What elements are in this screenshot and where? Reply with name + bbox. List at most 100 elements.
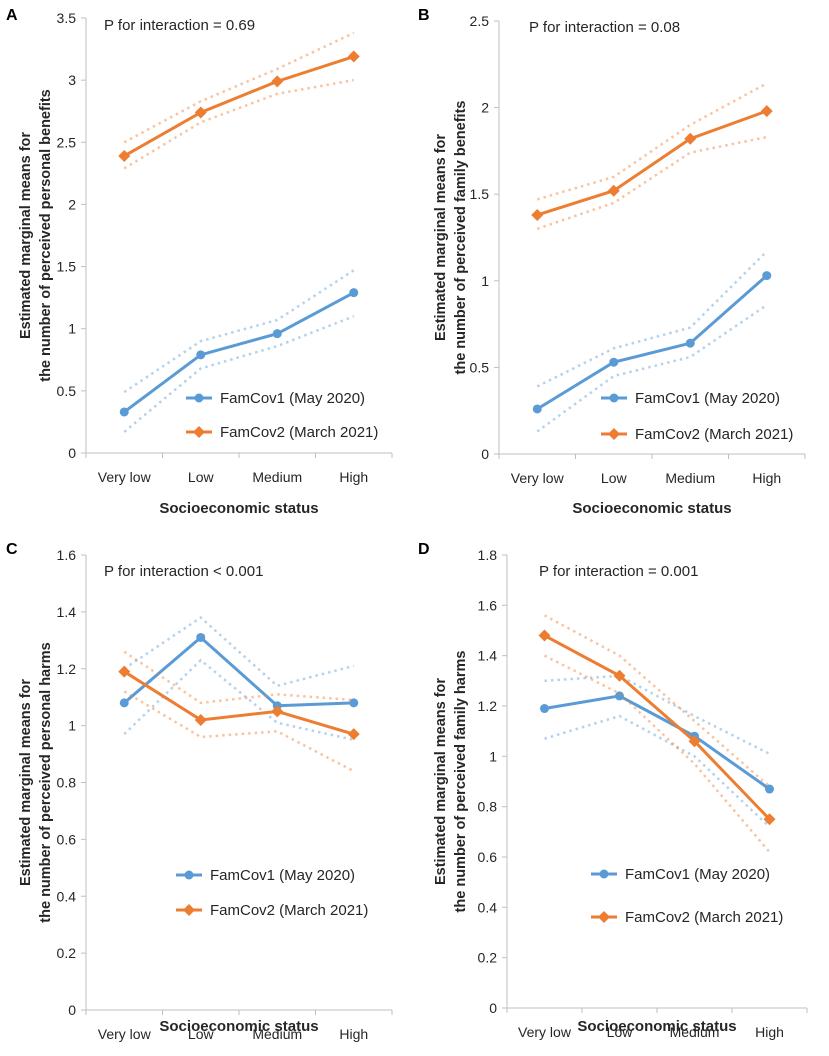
legend-entry-1: FamCov1 (May 2020) <box>176 867 355 884</box>
legend-marker <box>598 911 610 923</box>
y-tick-label: 1.4 <box>478 648 498 664</box>
data-point <box>271 75 284 88</box>
data-point <box>615 691 624 701</box>
data-point <box>118 149 131 162</box>
ci-lower-line <box>544 714 771 828</box>
x-axis-title: Socioeconomic status <box>577 1018 736 1035</box>
y-tick-label: 1.2 <box>57 661 77 677</box>
data-point <box>349 288 359 298</box>
x-tick-label: Medium <box>665 470 715 486</box>
data-point <box>347 50 360 63</box>
ci-upper-line <box>123 615 355 688</box>
x-axis-title: Socioeconomic status <box>159 1018 318 1035</box>
x-tick-label: High <box>339 469 368 485</box>
x-tick-label: Very low <box>511 470 565 486</box>
chart-c-svg: C 0 0.2 0.4 0.6 0.8 1 1.2 1.4 1.6 Very low Low Mediu… <box>6 541 393 1042</box>
legend-marker <box>194 393 204 403</box>
y-tick-label: 3.5 <box>57 10 77 26</box>
ci-upper-line <box>536 82 768 201</box>
y-axis-title-line1: Estimated marginal means for <box>18 132 34 339</box>
ci-upper-line <box>543 614 771 788</box>
ci-upper-line <box>123 31 355 144</box>
interaction-p-value: P for interaction = 0.08 <box>529 19 680 36</box>
y-tick-label: 1 <box>481 273 489 289</box>
x-axis-title: Socioeconomic status <box>572 500 731 517</box>
data-point <box>762 271 772 281</box>
interaction-p-value: P for interaction = 0.001 <box>539 563 698 580</box>
y-tick-label: 2 <box>68 196 76 212</box>
y-tick-label: 1.8 <box>478 547 498 563</box>
y-axis-title-line1: Estimated marginal means for <box>18 679 34 886</box>
series-2 <box>538 614 776 853</box>
y-tick-label: 0 <box>68 445 76 461</box>
ci-upper-line <box>544 674 771 755</box>
y-tick-label: 0.6 <box>57 831 77 847</box>
data-point <box>118 665 131 678</box>
y-tick-label: 0.4 <box>57 888 77 904</box>
y-tick-label: 1.2 <box>478 698 498 714</box>
data-point <box>531 208 544 221</box>
ci-upper-line <box>123 650 354 705</box>
legend-marker <box>183 904 195 916</box>
y-tick-label: 1 <box>68 718 76 734</box>
data-point <box>540 704 549 714</box>
data-point <box>272 329 282 339</box>
panel-label-d: D <box>418 541 430 558</box>
legend-label: FamCov1 (May 2020) <box>625 866 770 883</box>
data-point <box>194 713 207 726</box>
series-1 <box>532 250 772 433</box>
y-tick-label: 1.4 <box>57 604 77 620</box>
data-point <box>194 106 207 119</box>
y-tick-label: 0.8 <box>478 799 498 815</box>
y-axis-title-line2: the number of perceived personal benefit… <box>38 89 54 382</box>
series-line <box>536 274 768 411</box>
series-2 <box>531 82 773 231</box>
legend-label: FamCov2 (March 2021) <box>220 424 378 441</box>
y-tick-label: 1.6 <box>478 597 498 613</box>
legend-marker <box>599 869 609 879</box>
x-tick-label: Very low <box>98 1026 152 1042</box>
series-1 <box>540 674 774 828</box>
x-tick-label: Very low <box>98 469 152 485</box>
y-axis-title-line1: Estimated marginal means for <box>433 678 449 885</box>
ci-lower-line <box>536 304 768 433</box>
data-point <box>271 705 284 718</box>
y-tick-label: 0.2 <box>478 950 498 966</box>
chart-b-svg: B 0 0.5 1 1.5 2 2.5 Very low Low Medium High Socioe… <box>418 7 806 517</box>
series-line <box>543 634 771 821</box>
data-point <box>607 184 620 197</box>
ci-lower-line <box>543 654 771 853</box>
x-tick-label: High <box>339 1026 368 1042</box>
x-tick-label: Medium <box>252 1026 302 1042</box>
y-tick-label: 0 <box>68 1002 76 1018</box>
y-tick-label: 0 <box>481 446 489 462</box>
ci-upper-line <box>536 250 768 388</box>
y-tick-label: 0.2 <box>57 945 77 961</box>
y-tick-label: 0.8 <box>57 775 77 791</box>
y-tick-label: 3 <box>68 72 76 88</box>
data-point <box>688 735 701 748</box>
legend-label: FamCov1 (May 2020) <box>210 867 355 884</box>
panel-label-c: C <box>6 541 18 558</box>
ci-lower-line <box>123 315 355 433</box>
ci-lower-line <box>536 135 767 231</box>
series-2 <box>118 650 360 773</box>
ci-upper-line <box>123 269 355 394</box>
interaction-p-value: P for interaction = 0.69 <box>104 17 255 34</box>
panel-label-a: A <box>6 7 18 24</box>
legend-label: FamCov2 (March 2021) <box>625 909 783 926</box>
x-tick-label: Low <box>188 469 215 485</box>
data-point <box>196 350 206 360</box>
y-tick-label: 2 <box>481 100 489 116</box>
data-point <box>765 784 774 794</box>
y-tick-label: 0 <box>489 1000 497 1016</box>
y-tick-label: 0.5 <box>470 359 490 375</box>
x-tick-label: Low <box>188 1026 215 1042</box>
legend-marker <box>608 428 620 440</box>
series-line <box>544 694 771 791</box>
legend-entry-2: FamCov2 (March 2021) <box>601 426 793 443</box>
data-point <box>685 338 695 348</box>
y-tick-label: 2.5 <box>57 134 77 150</box>
y-tick-label: 1 <box>68 321 76 337</box>
y-tick-label: 0.4 <box>478 899 498 915</box>
